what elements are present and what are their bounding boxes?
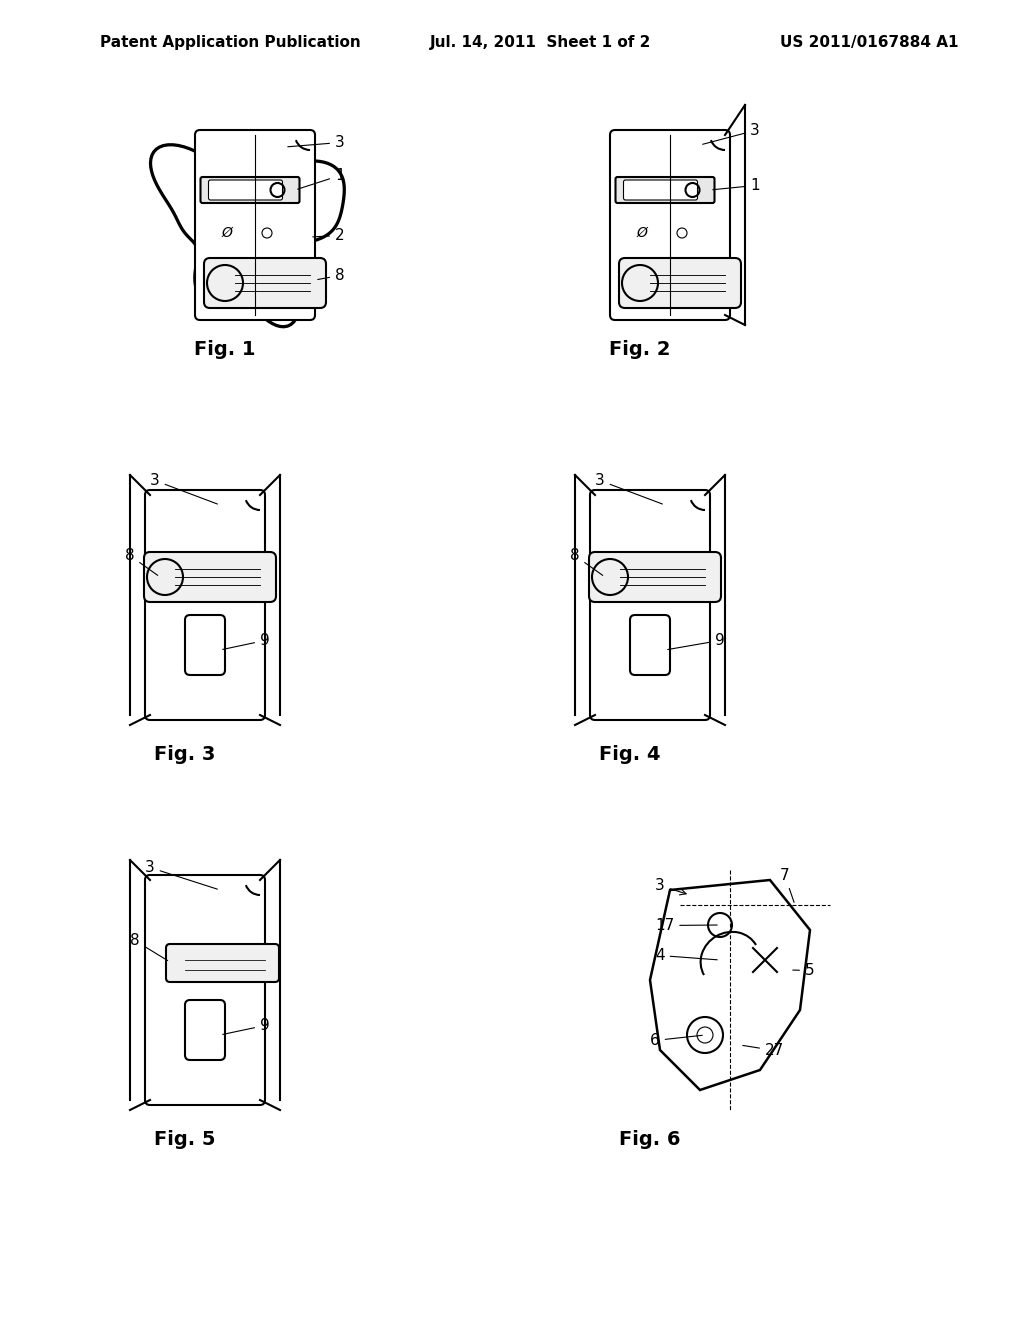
FancyBboxPatch shape: [144, 552, 276, 602]
FancyBboxPatch shape: [201, 177, 299, 203]
Text: 8: 8: [570, 548, 603, 576]
Text: Fig. 6: Fig. 6: [620, 1130, 681, 1148]
Text: 3: 3: [595, 473, 663, 504]
Text: US 2011/0167884 A1: US 2011/0167884 A1: [780, 36, 958, 50]
FancyBboxPatch shape: [209, 180, 283, 201]
Text: 2: 2: [312, 228, 345, 243]
Text: Jul. 14, 2011  Sheet 1 of 2: Jul. 14, 2011 Sheet 1 of 2: [430, 36, 651, 50]
Text: Patent Application Publication: Patent Application Publication: [100, 36, 360, 50]
Text: 9: 9: [222, 634, 269, 649]
Text: 6: 6: [650, 1034, 702, 1048]
FancyBboxPatch shape: [185, 1001, 225, 1060]
FancyBboxPatch shape: [624, 180, 697, 201]
Text: 8: 8: [125, 548, 158, 576]
FancyBboxPatch shape: [618, 257, 741, 308]
Text: 9: 9: [222, 1018, 269, 1035]
FancyBboxPatch shape: [610, 129, 730, 319]
Text: 8: 8: [317, 268, 345, 282]
FancyBboxPatch shape: [615, 177, 715, 203]
Text: 17: 17: [655, 917, 717, 933]
FancyBboxPatch shape: [204, 257, 326, 308]
FancyBboxPatch shape: [145, 490, 265, 719]
Text: 3: 3: [288, 135, 345, 150]
Text: 5: 5: [793, 964, 815, 978]
FancyBboxPatch shape: [195, 129, 315, 319]
Text: Fig. 2: Fig. 2: [609, 341, 671, 359]
Text: Fig. 4: Fig. 4: [599, 744, 660, 764]
Text: Fig. 5: Fig. 5: [155, 1130, 216, 1148]
Text: Ø: Ø: [221, 226, 232, 240]
FancyBboxPatch shape: [589, 552, 721, 602]
FancyBboxPatch shape: [166, 944, 279, 982]
Text: 7: 7: [780, 869, 794, 903]
Text: 8: 8: [130, 933, 168, 961]
Text: Ø: Ø: [637, 226, 647, 240]
Text: 3: 3: [702, 123, 760, 144]
Text: Fig. 3: Fig. 3: [155, 744, 216, 764]
Text: 4: 4: [655, 948, 717, 964]
Text: 3: 3: [150, 473, 217, 504]
FancyBboxPatch shape: [185, 615, 225, 675]
Text: 1: 1: [713, 178, 760, 193]
FancyBboxPatch shape: [145, 875, 265, 1105]
Text: 3: 3: [655, 878, 686, 895]
Text: Fig. 1: Fig. 1: [195, 341, 256, 359]
FancyBboxPatch shape: [630, 615, 670, 675]
Text: 3: 3: [145, 861, 217, 890]
FancyBboxPatch shape: [590, 490, 710, 719]
Text: 1: 1: [298, 168, 345, 189]
Text: 9: 9: [668, 634, 725, 649]
Text: 27: 27: [742, 1043, 784, 1059]
